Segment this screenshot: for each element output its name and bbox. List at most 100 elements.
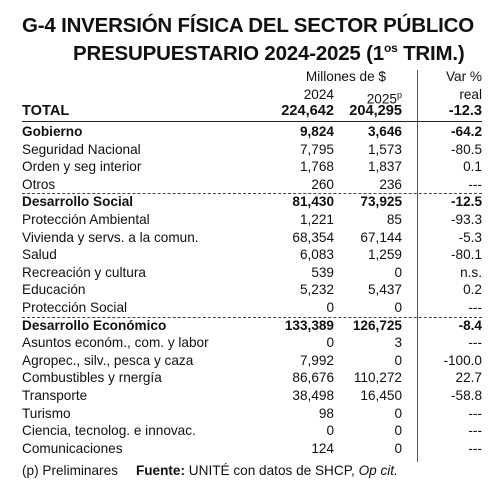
section-divider-economico [22, 317, 482, 318]
row-label: Recreación y cultura [22, 264, 146, 280]
cell-var: --- [468, 335, 482, 351]
table-row: Transporte 38,498 16,450 -58.8 [22, 387, 482, 405]
col-header-2025: 2025p [367, 86, 402, 109]
column-divider [417, 70, 418, 462]
total-divider [22, 121, 482, 122]
cell-var: --- [468, 440, 482, 456]
cell-var: -8.4 [458, 317, 482, 333]
var-label: Var % [445, 69, 482, 84]
header-row-1: Millones de $ Var % [22, 68, 482, 86]
units-label: Millones de $ [305, 69, 386, 84]
table-row: Combustibles y rnergía 86,676 110,272 22.7 [22, 369, 482, 387]
table-row: Protección Ambiental 1,221 85 -93.3 [22, 211, 482, 229]
cell-2025: 5,437 [367, 282, 402, 298]
cell-var: -80.1 [451, 247, 482, 263]
cell-var: --- [468, 423, 482, 439]
cell-2024: 9,824 [299, 124, 334, 139]
col-header-2024: 2024 [303, 87, 334, 102]
cell-var: -80.5 [451, 141, 482, 157]
cell-2025: 16,450 [360, 388, 402, 403]
cell-2025: 85 [386, 212, 402, 227]
row-label: Combustibles y rnergía [22, 370, 162, 386]
source-label: Fuente: [135, 463, 186, 478]
cell-2024: 68,354 [292, 229, 334, 245]
row-label: Asuntos económ., com. y labor [22, 335, 209, 351]
title-line-1: G-4 INVERSIÓN FÍSICA DEL SECTOR PÚBLICO [22, 14, 474, 37]
title-line-2: PRESUPUESTARIO 2024-2025 (1os TRIM.) [22, 37, 474, 65]
cell-2024: 0 [326, 300, 334, 315]
cell-2024: 6,083 [299, 247, 334, 263]
title-line-2-end: TRIM.) [397, 41, 465, 65]
cell-2025: 73,925 [360, 194, 402, 210]
cell-var: -93.3 [451, 212, 482, 227]
col-header-2025-text: 2025 [366, 91, 397, 107]
row-label: Ciencia, tecnolog. e innovac. [22, 423, 196, 439]
table-row: Otros 260 236 --- [22, 176, 482, 194]
cell-var: 0.1 [463, 159, 482, 175]
table-row: Recreación y cultura 539 0 n.s. [22, 264, 482, 282]
cell-var: n.s. [460, 264, 482, 280]
table-row: Ciencia, tecnolog. e innovac. 0 0 --- [22, 422, 482, 440]
row-label: Desarrollo Social [22, 194, 134, 210]
row-label: Transporte [22, 388, 88, 403]
cell-var: --- [468, 300, 482, 315]
table-row: Turismo 98 0 --- [22, 405, 482, 423]
cell-2025: 3 [394, 335, 402, 351]
total-var: -12.3 [448, 103, 482, 119]
cell-2025: 0 [394, 300, 402, 315]
cell-2024: 0 [326, 335, 334, 351]
row-label: Agropec., silv., pesca y caza [22, 352, 194, 368]
cell-2025: 0 [394, 352, 402, 368]
row-label: Vivienda y servs. a la comun. [22, 229, 199, 245]
table-row: Agropec., silv., pesca y caza 7,992 0 -100.… [22, 352, 482, 370]
cell-2025: 126,725 [352, 317, 402, 333]
cell-2025: 0 [394, 440, 402, 456]
cell-2024: 38,498 [292, 388, 334, 403]
cell-var: -100.0 [443, 352, 482, 368]
row-label: Protección Social [22, 300, 128, 315]
total-2024: 224,642 [281, 103, 334, 119]
title-line-2-text: PRESUPUESTARIO 2024-2025 (1 [73, 41, 384, 65]
chart-title: G-4 INVERSIÓN FÍSICA DEL SECTOR PÚBLICO … [22, 14, 474, 65]
cell-2024: 7,795 [299, 141, 334, 157]
row-label: Gobierno [22, 124, 83, 139]
row-label: Protección Ambiental [22, 212, 150, 227]
cell-var: 0.2 [463, 282, 482, 298]
col-header-2025-sup: p [396, 90, 402, 100]
cell-2024: 98 [318, 405, 334, 421]
footnote-preliminares: (p) Preliminares [22, 463, 118, 478]
cell-2024: 133,389 [284, 317, 334, 333]
cell-var: --- [468, 405, 482, 421]
row-label: Orden y seg interior [22, 159, 142, 175]
cell-2025: 1,259 [367, 247, 402, 263]
cell-2025: 0 [394, 423, 402, 439]
cell-2025: 1,573 [367, 141, 402, 157]
table-row: Salud 6,083 1,259 -80.1 [22, 246, 482, 264]
cell-var: -64.2 [451, 124, 482, 139]
cell-2024: 1,221 [299, 212, 334, 227]
total-row: TOTAL 224,642 204,295 -12.3 [22, 103, 482, 121]
cell-2024: 81,430 [292, 194, 334, 210]
col-header-real: real [459, 87, 482, 102]
row-label: Turismo [22, 405, 71, 421]
cell-2025: 67,144 [360, 229, 402, 245]
cell-2025: 0 [394, 264, 402, 280]
cell-var: --- [468, 176, 482, 192]
cell-2024: 1,768 [299, 159, 334, 175]
source-italic: Op cit. [358, 463, 398, 478]
cell-2025: 236 [379, 176, 402, 192]
title-superscript: os [383, 41, 398, 55]
cell-2025: 1,837 [367, 159, 402, 175]
cell-2024: 124 [311, 440, 334, 456]
cell-2025: 0 [394, 405, 402, 421]
footer: (p) Preliminares Fuente: UNITÉ con datos … [22, 462, 398, 480]
table-row: Vivienda y servs. a la comun. 68,354 67,14… [22, 229, 482, 247]
row-label: Desarrollo Económico [22, 317, 167, 333]
row-label: Otros [22, 176, 56, 192]
cell-var: -58.8 [451, 388, 482, 403]
table-row: Asuntos económ., com. y labor 0 3 --- [22, 334, 482, 352]
table-row: Protección Social 0 0 --- [22, 299, 482, 317]
table-row: Orden y seg interior 1,768 1,837 0.1 [22, 158, 482, 176]
cell-var: -5.3 [458, 229, 482, 245]
